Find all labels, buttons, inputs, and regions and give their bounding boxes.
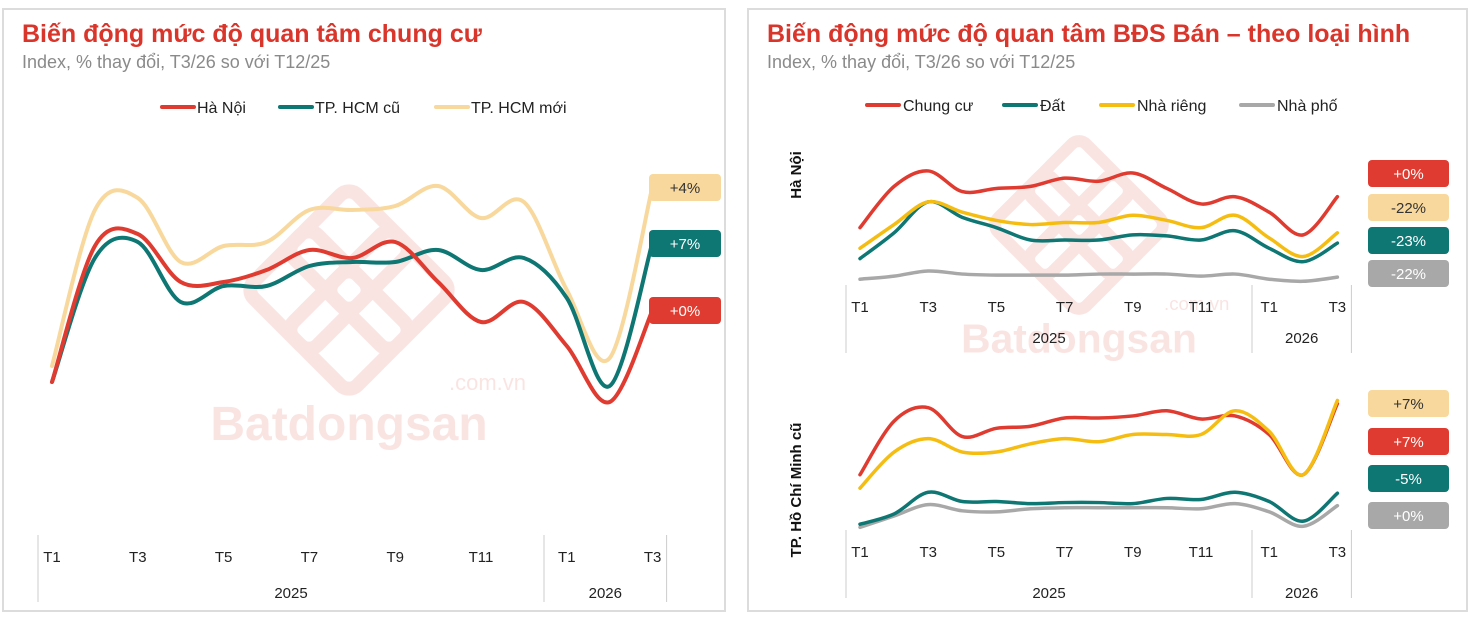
change-badge-label: -22% — [1391, 200, 1426, 217]
series-line-nhà-phố — [858, 269, 1340, 284]
x-tick-label: T1 — [43, 549, 61, 566]
watermark-shape — [243, 224, 375, 356]
x-tick-label: T1 — [558, 549, 576, 566]
watermark-brand: Batdongsan — [961, 316, 1197, 362]
series-line-chung-cư — [858, 401, 1340, 477]
watermark-shape — [283, 264, 415, 396]
change-badge-label: +0% — [670, 303, 700, 320]
x-tick-label: T3 — [919, 299, 937, 316]
x-tick-label: T3 — [129, 549, 147, 566]
change-badge — [1368, 194, 1449, 221]
watermark-shape — [1023, 203, 1135, 315]
x-tick-label: T3 — [1329, 544, 1347, 561]
chart-subtitle: Index, % thay đổi, T3/26 so với T12/25 — [767, 52, 1076, 72]
series-line-nhà-riêng — [858, 398, 1340, 490]
change-badge — [1368, 502, 1449, 529]
chart-title: Biến động mức độ quan tâm chung cư — [22, 20, 482, 48]
legend-label: TP. HCM cũ — [315, 100, 400, 117]
series-line-đất — [858, 490, 1340, 526]
x-tick-label: T9 — [1124, 544, 1142, 561]
series-line-nhà-phố — [858, 501, 1340, 530]
year-label: 2025 — [274, 585, 307, 602]
x-tick-label: T11 — [1189, 299, 1214, 316]
chart-svg: Batdongsan .com.vn Hà Nội TP. HCM cũ TP. HCM… — [37, 100, 721, 602]
watermark-shape — [989, 169, 1101, 281]
x-tick-label: T3 — [644, 549, 662, 566]
x-tick-label: T5 — [988, 544, 1006, 561]
watermark-logo — [989, 135, 1169, 315]
change-badge — [649, 297, 721, 324]
x-tick-label: T7 — [1056, 544, 1074, 561]
watermark-shape — [1023, 135, 1135, 247]
change-badge — [1368, 227, 1449, 254]
chart-panel-apartment-interest: Biến động mức độ quan tâm chung cư Index… — [2, 8, 726, 612]
x-tick-label: T1 — [851, 544, 869, 561]
change-badge — [1368, 260, 1449, 287]
chart-subtitle: Index, % thay đổi, T3/26 so với T12/25 — [22, 52, 331, 72]
x-tick-label: T1 — [851, 299, 869, 316]
change-badge — [1368, 465, 1449, 492]
watermark-logo — [243, 184, 455, 396]
x-tick-label: T9 — [386, 549, 404, 566]
year-label: 2026 — [589, 585, 622, 602]
x-tick-label: T11 — [469, 549, 494, 566]
year-label: 2025 — [1032, 585, 1065, 602]
change-badge — [1368, 390, 1449, 417]
change-badge-label: -22% — [1391, 266, 1426, 283]
change-badge-label: +7% — [1393, 434, 1423, 451]
x-tick-label: T1 — [1260, 544, 1278, 561]
series-line-nhà-riêng — [858, 199, 1340, 259]
x-tick-label: T7 — [1056, 299, 1074, 316]
watermark-brand: Batdongsan — [210, 398, 487, 451]
change-badge — [649, 230, 721, 257]
legend-label: Nhà phố — [1277, 98, 1338, 115]
panel-label: Hà Nội — [788, 151, 805, 199]
x-tick-label: T5 — [215, 549, 233, 566]
change-badge — [1368, 160, 1449, 187]
year-label: 2025 — [1032, 330, 1065, 347]
year-label: 2026 — [1285, 330, 1318, 347]
change-badge-label: +4% — [670, 180, 700, 197]
x-tick-label: T9 — [1124, 299, 1142, 316]
x-tick-label: T11 — [1189, 544, 1214, 561]
chart-panel-property-type-interest: Biến động mức độ quan tâm BĐS Bán – theo… — [747, 8, 1468, 612]
change-badge-label: +0% — [1393, 166, 1423, 183]
change-badge-label: +7% — [670, 236, 700, 253]
chart-title: Biến động mức độ quan tâm BĐS Bán – theo… — [767, 20, 1411, 48]
legend-label: TP. HCM mới — [471, 100, 567, 117]
legend-label: Nhà riêng — [1137, 98, 1206, 115]
watermark-domain: .com.vn — [449, 370, 526, 395]
legend-label: Đất — [1040, 98, 1065, 115]
series-line-hà-nội — [50, 226, 655, 405]
x-tick-label: T7 — [301, 549, 319, 566]
legend-label: Hà Nội — [197, 100, 246, 117]
watermark-shape — [283, 184, 415, 316]
series-line-tp--hcm-cũ — [50, 235, 655, 389]
change-badge — [649, 174, 721, 201]
year-label: 2026 — [1285, 585, 1318, 602]
x-tick-label: T3 — [1329, 299, 1347, 316]
x-tick-label: T1 — [1260, 299, 1278, 316]
chart-svg: Batdongsan.com.vnBatdongsan.com.vnChung … — [788, 98, 1449, 602]
series-line-tp--hcm-mới — [50, 183, 655, 368]
change-badge-label: -5% — [1395, 471, 1422, 488]
series-line-chung-cư — [858, 169, 1340, 237]
change-badge — [1368, 428, 1449, 455]
x-tick-label: T5 — [988, 299, 1006, 316]
change-badge-label: +7% — [1393, 396, 1423, 413]
x-tick-label: T3 — [919, 544, 937, 561]
change-badge-label: +0% — [1393, 508, 1423, 525]
legend-label: Chung cư — [903, 98, 974, 115]
watermark-shape — [1057, 169, 1169, 281]
panel-label: TP. Hồ Chí Minh cũ — [788, 423, 805, 558]
watermark-domain: .com.vn — [1164, 293, 1229, 314]
watermark-shape — [323, 224, 455, 356]
change-badge-label: -23% — [1391, 233, 1426, 250]
